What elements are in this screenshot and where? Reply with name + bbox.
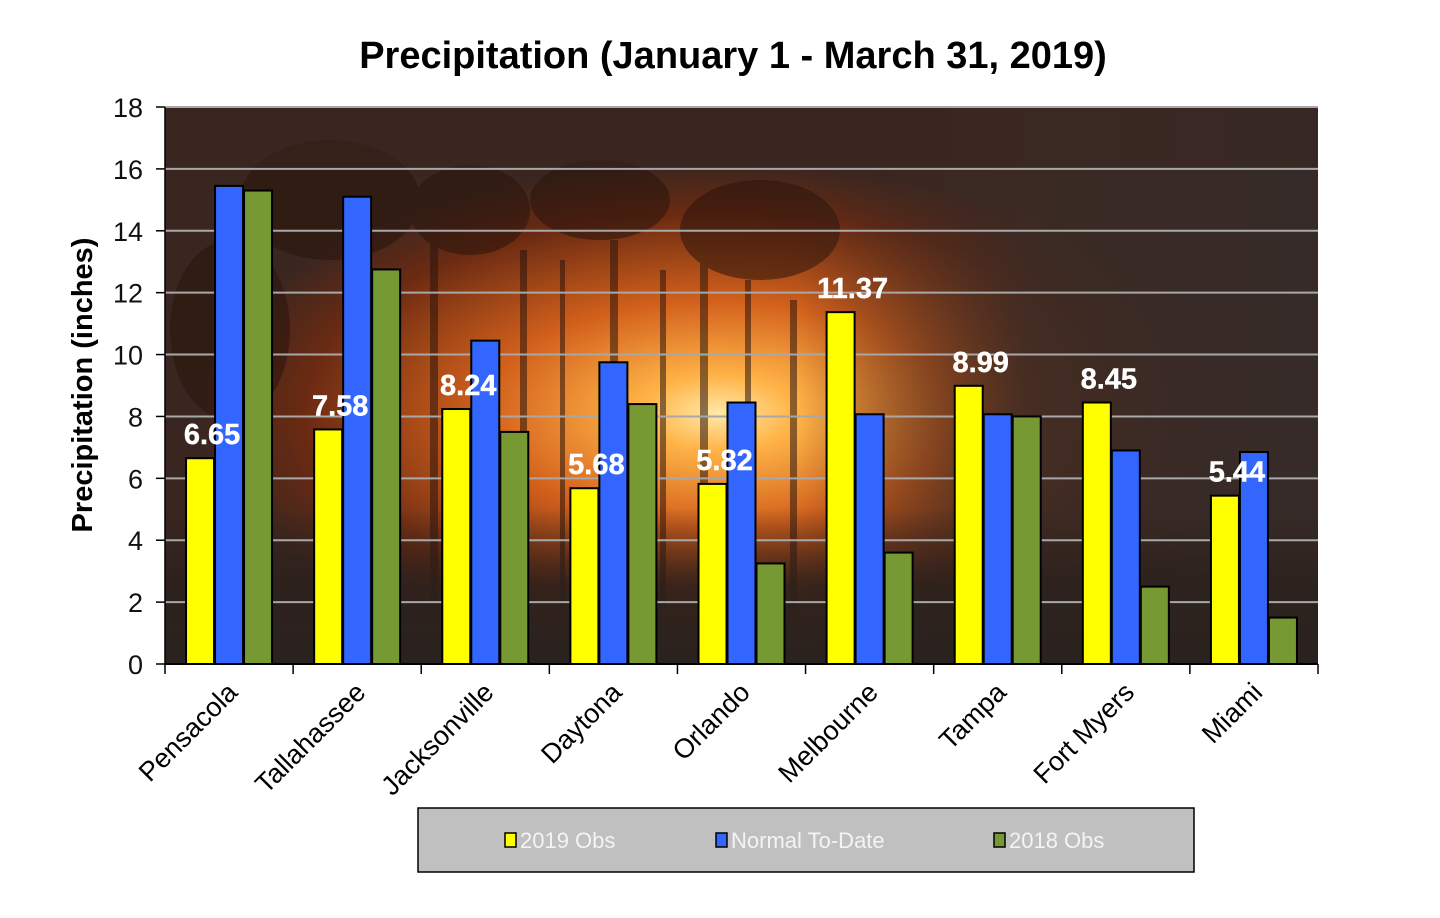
bar-2019-obs-pensacola (185, 457, 216, 665)
data-label: 5.82 (696, 445, 752, 477)
x-tick-label: Tallahassee (249, 677, 371, 799)
bar-2019-obs-tampa (953, 384, 984, 665)
bar-2019-obs-orlando (697, 482, 728, 665)
bar-2018-obs-miami (1267, 616, 1298, 665)
legend-swatch-2018-obs (993, 832, 1006, 848)
bar-normal-to-date-melbourne (854, 413, 885, 665)
bar-normal-to-date-fort-myers (1110, 449, 1141, 665)
data-label: 5.44 (1209, 457, 1265, 489)
x-tick-label: Daytona (535, 676, 628, 769)
x-tick-label: Fort Myers (1028, 677, 1140, 789)
bar-2018-obs-tallahassee (371, 268, 402, 665)
data-label: 8.99 (952, 347, 1008, 379)
x-tick-label: Tampa (933, 676, 1012, 755)
chart-title: Precipitation (January 1 - March 31, 201… (359, 35, 1107, 77)
bar-2018-obs-pensacola (243, 189, 274, 666)
legend-label-normal-to-date: Normal To-Date (731, 828, 885, 853)
legend-box (417, 807, 1195, 873)
bar-2019-obs-miami (1209, 494, 1240, 666)
data-label: 11.37 (817, 273, 888, 305)
y-tick-label: 18 (113, 93, 143, 123)
legend-swatch-normal-to-date (715, 832, 728, 848)
bar-normal-to-date-tallahassee (342, 195, 373, 665)
legend-swatch-2019-obs (504, 832, 517, 848)
x-tick-label: Melbourne (772, 677, 883, 788)
top-shade (165, 107, 1318, 167)
data-label: 8.24 (440, 370, 496, 402)
y-tick-label: 10 (113, 341, 143, 371)
bar-2018-obs-orlando (755, 562, 786, 665)
bar-2018-obs-jacksonville (499, 430, 530, 665)
bar-2018-obs-fort-myers (1139, 585, 1170, 666)
y-tick-label: 12 (113, 279, 143, 309)
y-axis-label: Precipitation (inches) (67, 238, 99, 533)
data-label: 8.45 (1081, 364, 1137, 396)
y-tick-label: 14 (113, 217, 143, 247)
data-label: 5.68 (568, 449, 624, 481)
bar-normal-to-date-miami (1238, 451, 1269, 665)
bar-normal-to-date-daytona (598, 361, 629, 665)
y-tick-label: 6 (128, 464, 143, 494)
bar-normal-to-date-tampa (982, 413, 1013, 665)
y-axis: 0 2 4 6 8 10 12 14 16 18 (113, 93, 166, 680)
x-axis: Pensacola Tallahassee Jacksonville Daytona O… (133, 663, 1319, 801)
bar-2019-obs-daytona (569, 487, 600, 666)
bar-normal-to-date-orlando (726, 401, 757, 665)
bar-2019-obs-tallahassee (313, 428, 344, 665)
legend-label-2018-obs: 2018 Obs (1009, 828, 1104, 853)
y-tick-label: 16 (113, 155, 143, 185)
x-tick-label: Orlando (667, 677, 756, 766)
legend-label-2019-obs: 2019 Obs (520, 828, 615, 853)
bar-2019-obs-jacksonville (441, 408, 472, 666)
x-tick-label: Miami (1196, 677, 1268, 749)
bar-2019-obs-fort-myers (1081, 401, 1112, 665)
bar-2018-obs-daytona (627, 403, 658, 665)
data-label: 7.58 (312, 390, 368, 422)
y-tick-label: 8 (128, 402, 143, 432)
y-tick-label: 0 (128, 650, 143, 680)
x-tick-label: Jacksonville (375, 677, 499, 801)
bars (185, 184, 1298, 666)
legend-item-2019-obs: 2019 Obs (504, 828, 615, 853)
data-labels: 6.65 7.58 8.24 5.68 5.82 11.37 8.99 8.45 5.44 (184, 273, 1266, 489)
legend-item-2018-obs: 2018 Obs (993, 828, 1104, 853)
bar-2018-obs-tampa (1011, 415, 1042, 666)
bar-2019-obs-melbourne (825, 311, 856, 665)
x-tick-label: Pensacola (133, 676, 244, 787)
bar-2018-obs-melbourne (883, 551, 914, 665)
legend-item-normal-to-date: Normal To-Date (715, 828, 885, 853)
bar-normal-to-date-pensacola (214, 184, 245, 666)
legend: 2019 Obs Normal To-Date 2018 Obs (417, 807, 1195, 873)
y-tick-label: 2 (128, 588, 143, 618)
data-label: 6.65 (184, 419, 240, 451)
y-tick-label: 4 (128, 526, 143, 556)
